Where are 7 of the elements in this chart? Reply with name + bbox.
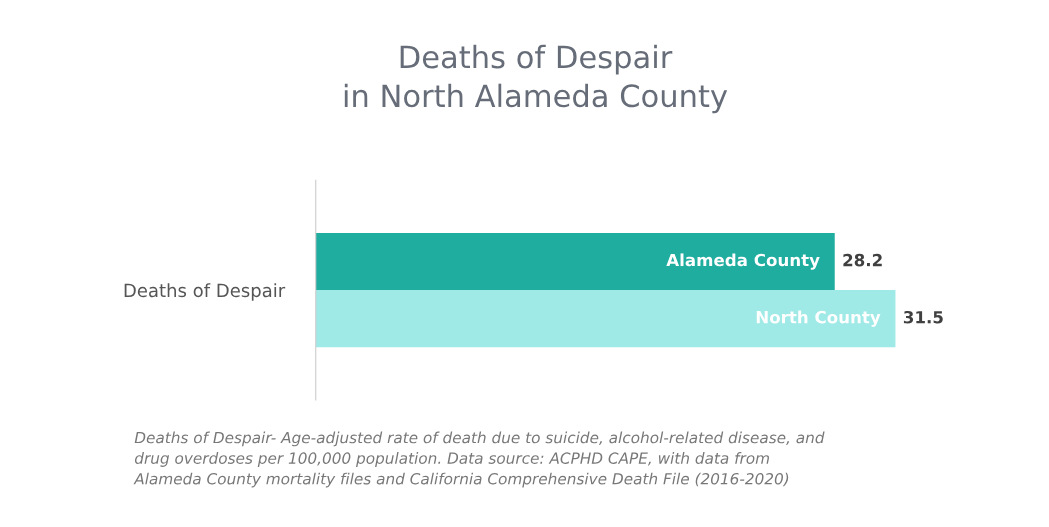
y-tick-label: Deaths of Despair [124,283,286,301]
text: Deaths of Despair- Age-adjusted rate of death due to suicide, alcohol-related disease, and drug overdoses per 100,000 population. Data source: ACPHD CAPE, with data from Alameda County mortality files and California Comprehensive Death File (2016-2020) [133,431,825,488]
data-label: 28.2 [843,253,882,267]
chart-title: Deaths of Despair in North Alameda County [344,44,728,114]
series-label: Alameda County [666,253,820,270]
data-label: 31.5 [903,310,943,324]
series-label: North County [756,310,881,327]
